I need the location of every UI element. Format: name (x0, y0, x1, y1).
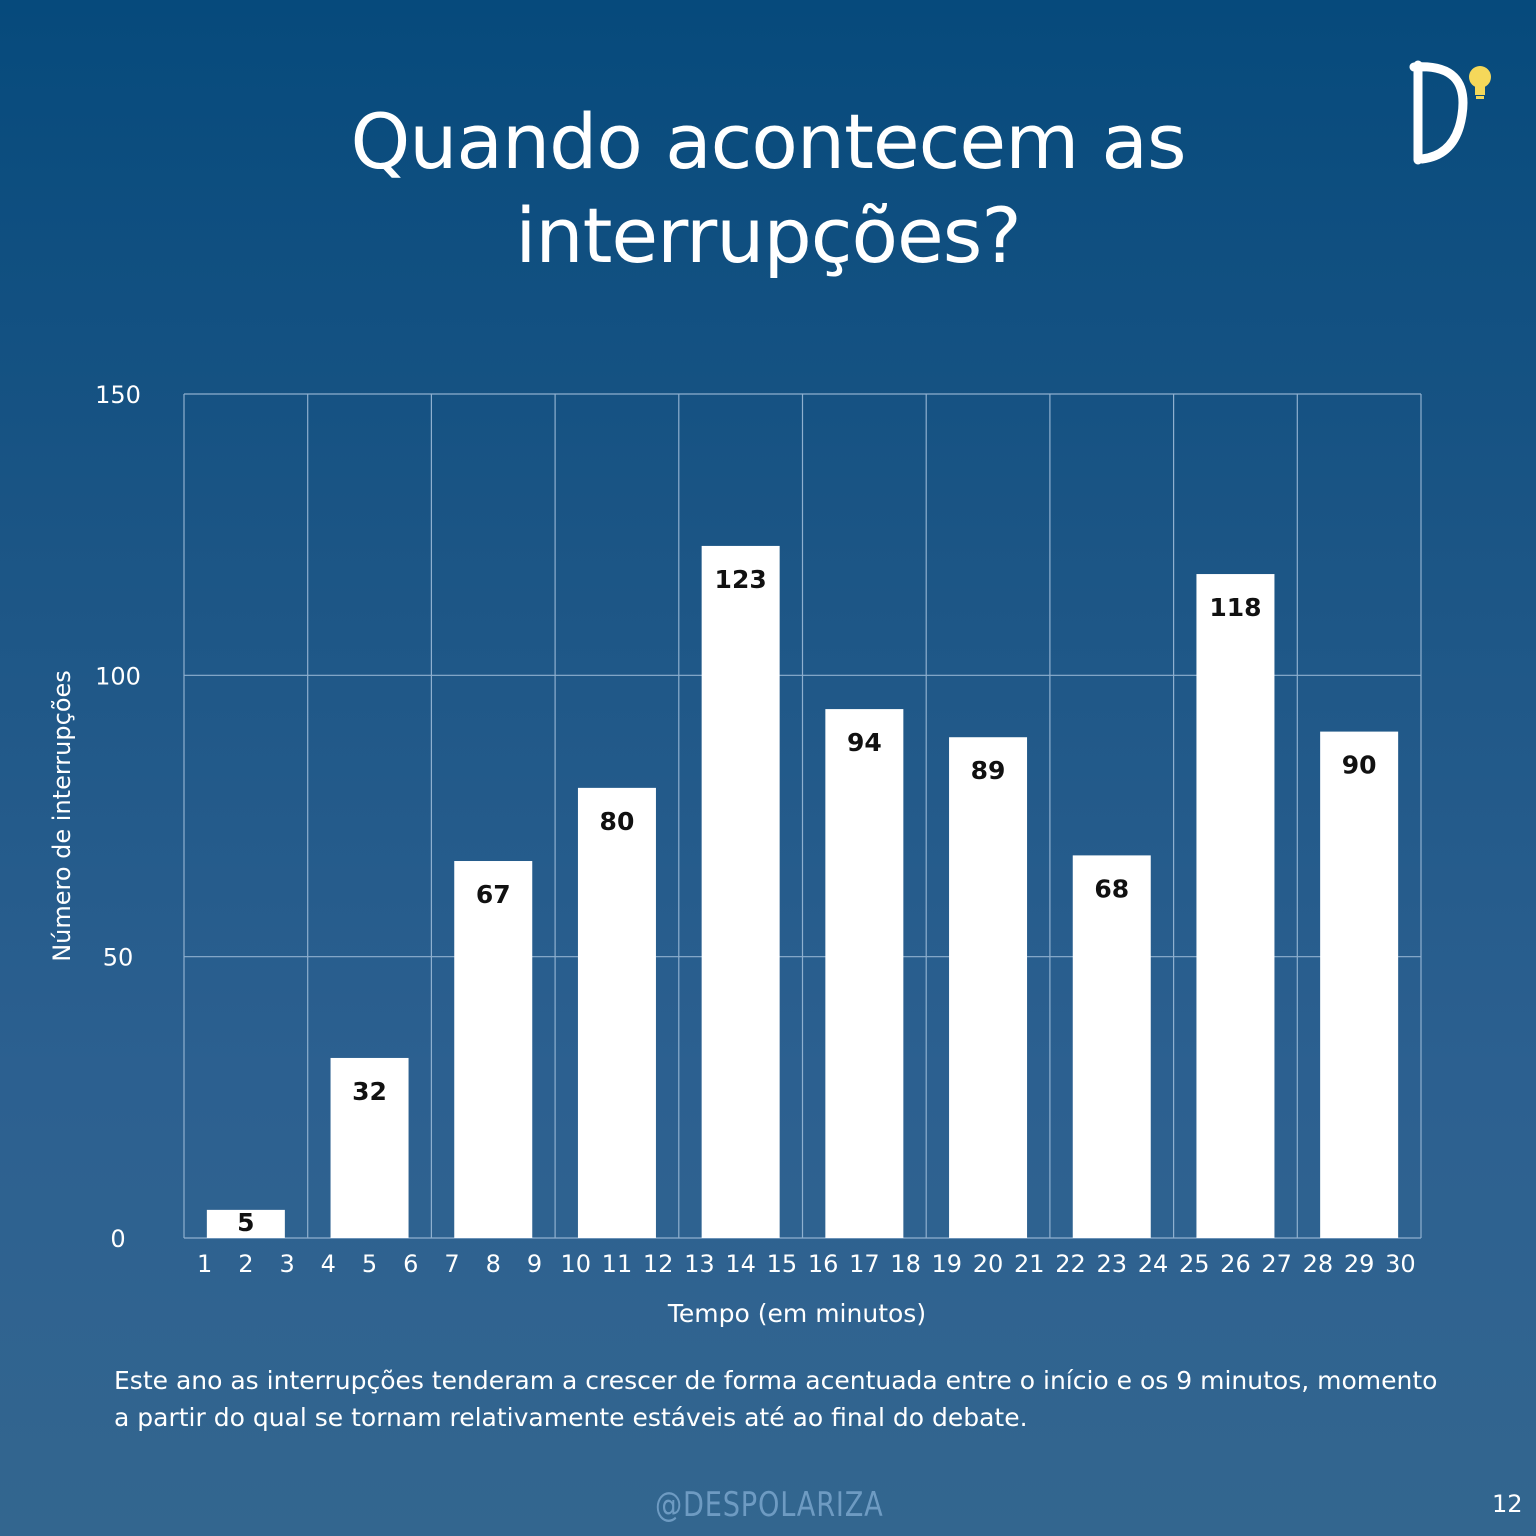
bar-value-label: 32 (352, 1077, 387, 1106)
page-title: Quando acontecem as interrupções? (0, 95, 1536, 283)
x-tick-label: 22 (1055, 1250, 1086, 1278)
x-tick-label: 15 (767, 1250, 798, 1278)
despolariza-logo (1409, 60, 1491, 165)
bar (1196, 574, 1275, 1238)
bar-value-label: 94 (847, 728, 882, 757)
y-tick-label: 50 (103, 944, 134, 972)
y-tick-label: 100 (95, 662, 141, 690)
x-tick-label: 12 (643, 1250, 674, 1278)
bar-value-label: 68 (1094, 874, 1129, 903)
x-tick-label: 5 (362, 1250, 377, 1278)
title-line-2: interrupções? (515, 191, 1021, 280)
x-tick-label: 14 (725, 1250, 756, 1278)
x-tick-label: 20 (973, 1250, 1004, 1278)
x-axis-label: Tempo (em minutos) (667, 1299, 926, 1328)
x-tick-label: 28 (1303, 1250, 1334, 1278)
x-tick-label: 21 (1014, 1250, 1045, 1278)
title-line-1: Quando acontecem as (350, 97, 1186, 186)
x-tick-label: 16 (808, 1250, 839, 1278)
x-tick-label: 7 (444, 1250, 459, 1278)
bar-value-label: 89 (971, 756, 1006, 785)
x-tick-label: 3 (279, 1250, 294, 1278)
bar-value-label: 67 (476, 880, 511, 909)
y-tick-label: 150 (95, 381, 141, 409)
x-tick-label: 17 (849, 1250, 880, 1278)
x-tick-label: 25 (1179, 1250, 1210, 1278)
bar (949, 737, 1028, 1238)
chart-caption: Este ano as interrupções tenderam a cres… (114, 1366, 1438, 1432)
x-tick-label: 24 (1138, 1250, 1169, 1278)
bar (454, 861, 533, 1238)
x-tick-label: 23 (1096, 1250, 1127, 1278)
bar (1320, 731, 1399, 1238)
bar (206, 1209, 285, 1238)
lightbulb-icon (1469, 66, 1491, 99)
y-axis-label: Número de interrupções (48, 670, 76, 962)
x-tick-label: 19 (932, 1250, 963, 1278)
x-tick-label: 30 (1385, 1250, 1416, 1278)
x-tick-label: 2 (238, 1250, 253, 1278)
social-handle: @DESPOLARIZA (655, 1485, 884, 1525)
bar-value-label: 123 (715, 565, 767, 594)
bar (825, 709, 904, 1238)
x-tick-label: 6 (403, 1250, 418, 1278)
x-tick-label: 4 (321, 1250, 336, 1278)
x-tick-label: 10 (560, 1250, 591, 1278)
bar-value-label: 90 (1342, 751, 1377, 780)
x-tick-label: 1 (197, 1250, 212, 1278)
x-tick-label: 11 (602, 1250, 633, 1278)
x-tick-label: 13 (684, 1250, 715, 1278)
bar-value-label: 5 (237, 1208, 254, 1237)
page-number: 12 (1492, 1490, 1523, 1518)
x-tick-label: 9 (527, 1250, 542, 1278)
bar (577, 787, 656, 1238)
x-tick-label: 8 (486, 1250, 501, 1278)
x-tick-label: 18 (890, 1250, 921, 1278)
bar-value-label: 80 (600, 807, 635, 836)
y-tick-label: 0 (110, 1225, 125, 1253)
x-tick-label: 26 (1220, 1250, 1251, 1278)
bar-value-label: 118 (1209, 593, 1261, 622)
bar (330, 1057, 409, 1238)
x-tick-label: 29 (1344, 1250, 1375, 1278)
x-tick-label: 27 (1261, 1250, 1292, 1278)
bar (701, 545, 780, 1238)
bar (1072, 855, 1151, 1238)
